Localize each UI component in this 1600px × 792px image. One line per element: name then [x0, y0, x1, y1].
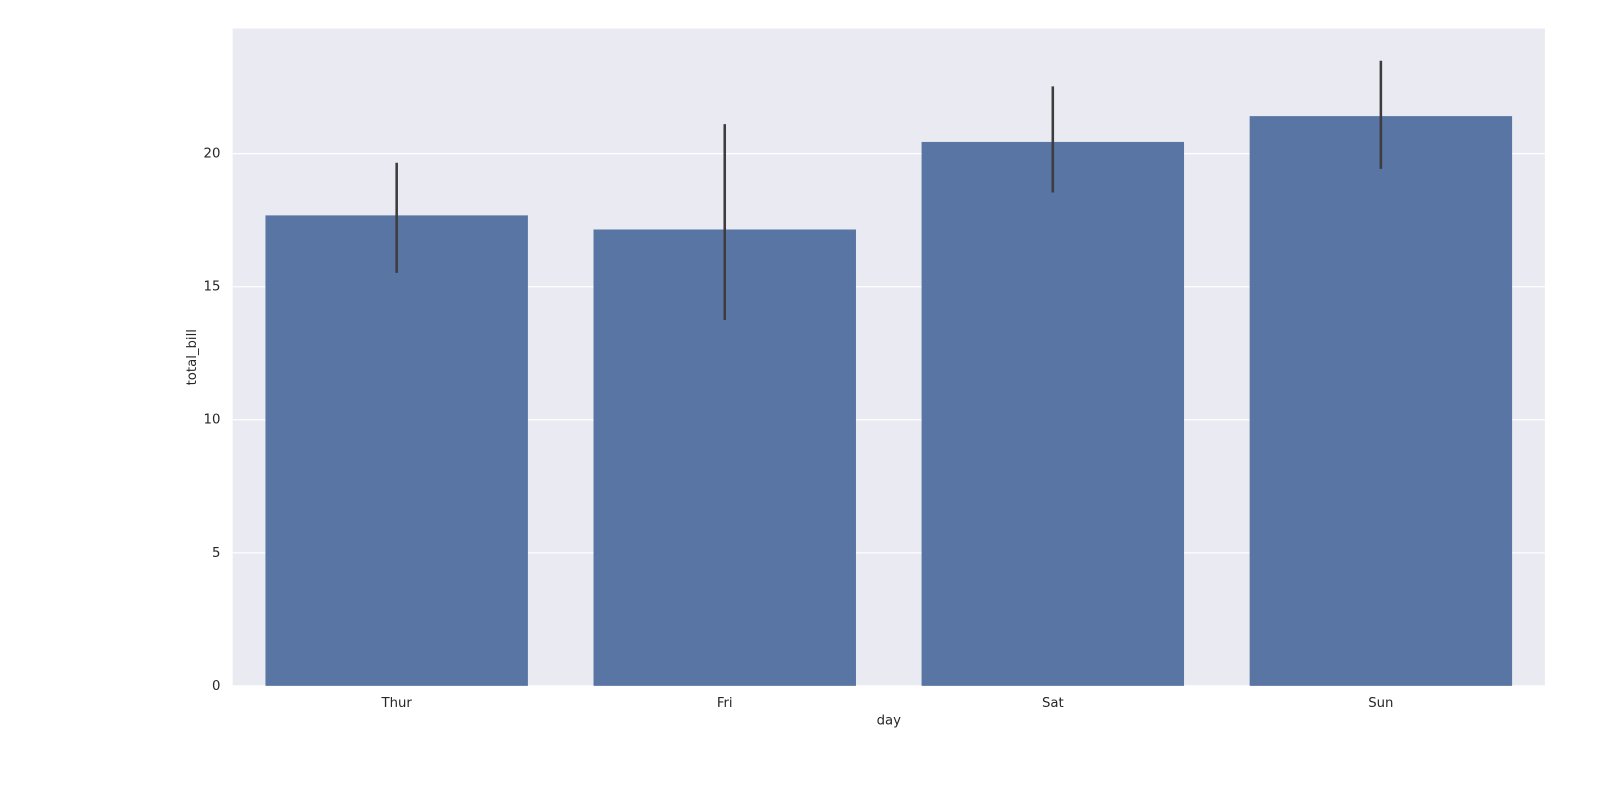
x-tick-label: Thur [381, 696, 413, 711]
bar [921, 141, 1185, 686]
x-tick-label: Sat [1042, 696, 1064, 711]
y-tick-label: 10 [204, 413, 221, 428]
x-tick-label: Fri [717, 696, 733, 711]
y-tick-label: 20 [204, 147, 221, 162]
y-tick-label: 5 [212, 546, 220, 561]
x-tick-label: Sun [1368, 696, 1393, 711]
x-axis-label: day [877, 714, 902, 729]
y-tick-label: 15 [204, 280, 221, 295]
bar [1249, 116, 1513, 686]
y-tick-label: 0 [212, 679, 220, 694]
y-axis-label: total_bill [185, 329, 200, 385]
bar [265, 215, 528, 686]
